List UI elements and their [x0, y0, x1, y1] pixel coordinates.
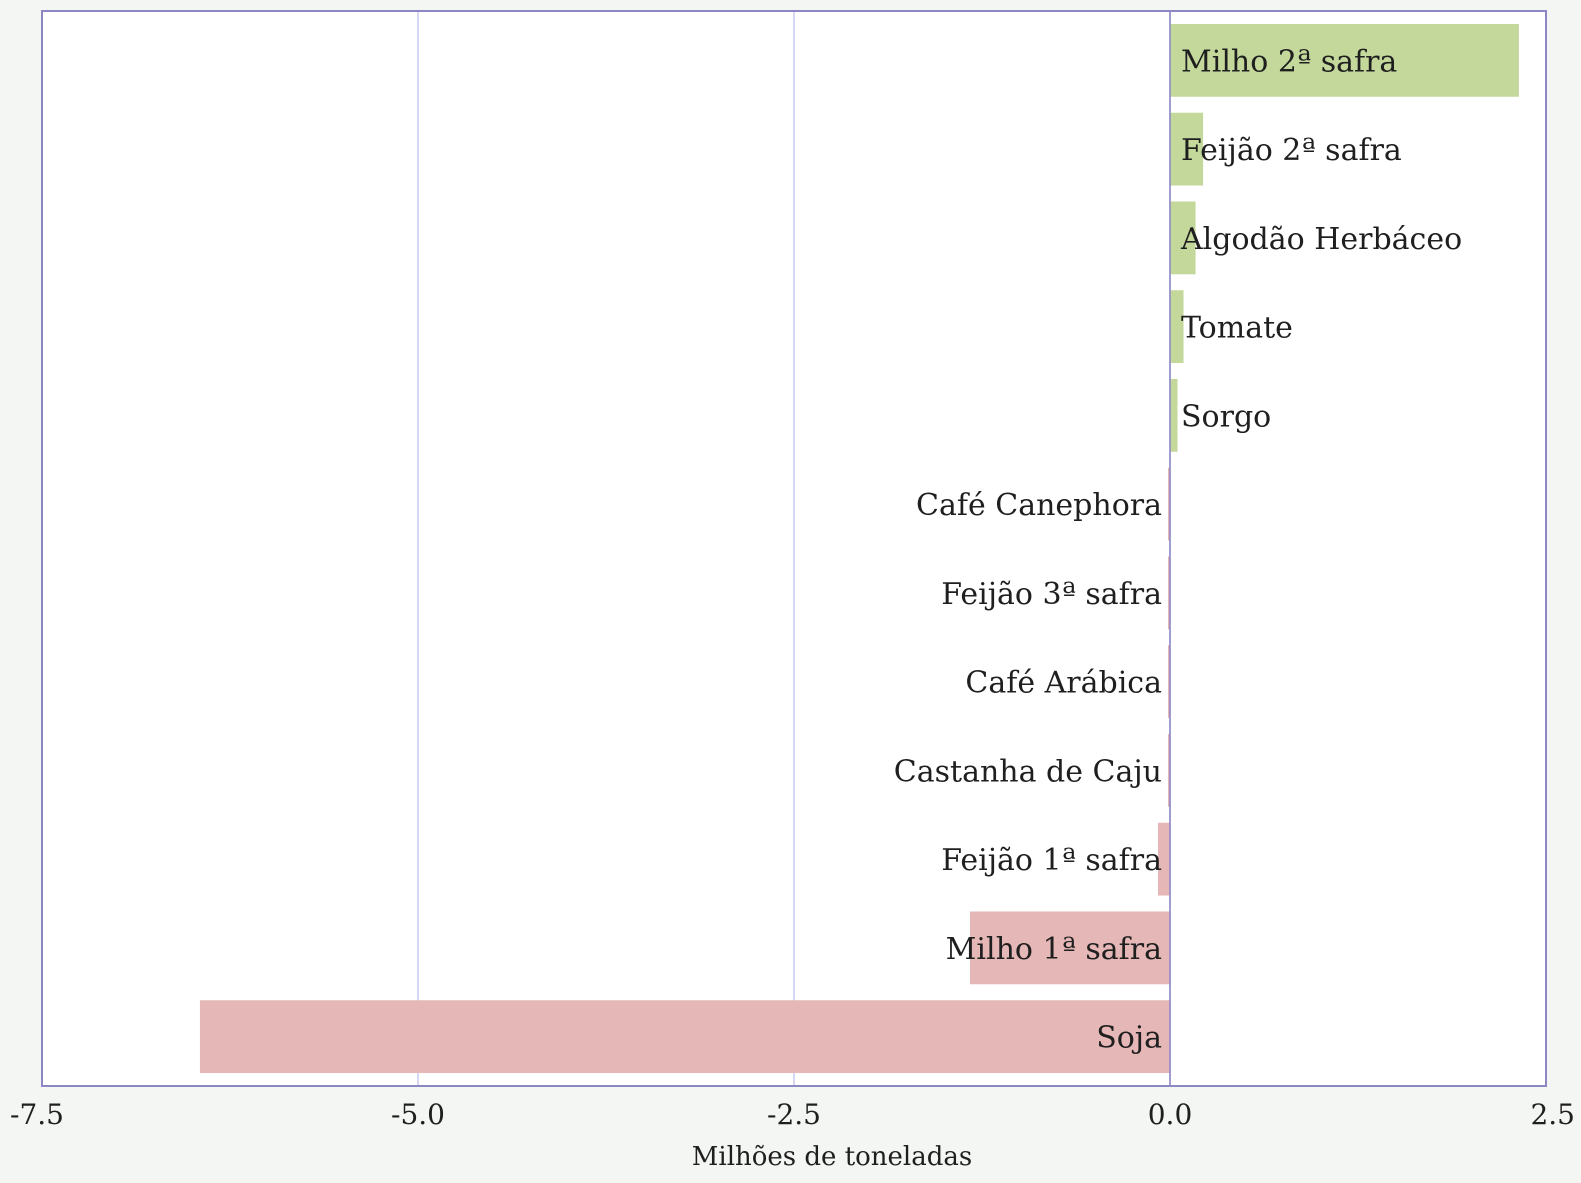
x-tick-label: 2.5	[1530, 1098, 1575, 1131]
bar-label: Feijão 3ª safra	[941, 577, 1162, 612]
bar	[1168, 467, 1170, 541]
x-tick-label: -2.5	[767, 1098, 821, 1131]
bar-label: Tomate	[1181, 311, 1293, 346]
bar-label: Sorgo	[1181, 399, 1271, 434]
bar	[1168, 645, 1170, 719]
bar-label: Castanha de Caju	[894, 754, 1162, 789]
bar	[1157, 822, 1170, 896]
bar	[1170, 201, 1196, 275]
bar	[1170, 23, 1519, 97]
bar	[1170, 290, 1184, 364]
bar-label: Café Canephora	[916, 488, 1162, 523]
x-tick-label: -7.5	[10, 1098, 64, 1131]
x-tick-label: -5.0	[391, 1098, 445, 1131]
bar-label: Milho 1ª safra	[946, 932, 1162, 967]
bar	[969, 911, 1170, 985]
x-axis-ticks: -7.5 -5.0 -2.5 0.0 2.5	[10, 1098, 1575, 1131]
bar-label: Soja	[1096, 1021, 1162, 1056]
bar-label: Café Arábica	[965, 666, 1162, 701]
bar-label: Milho 2ª safra	[1181, 44, 1397, 79]
bars	[199, 23, 1519, 1074]
bar	[199, 1000, 1171, 1074]
bar	[1168, 733, 1170, 807]
x-tick-label: 0.0	[1148, 1098, 1193, 1131]
bar-label: Feijão 2ª safra	[1181, 133, 1402, 168]
bar-labels: Milho 2ª safra Feijão 2ª safra Algodão Her…	[894, 11, 1462, 1086]
bar	[1170, 112, 1204, 186]
bar	[1170, 378, 1178, 452]
x-axis-label: Milhões de toneladas	[692, 1142, 972, 1172]
bar-label: Feijão 1ª safra	[941, 843, 1162, 878]
plot-frame	[41, 10, 1547, 1087]
bar-label: Algodão Herbáceo	[1180, 222, 1462, 257]
bar	[1168, 556, 1170, 630]
